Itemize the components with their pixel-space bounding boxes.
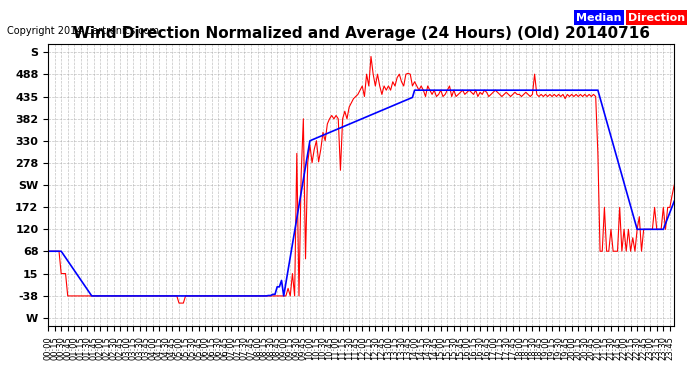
Direction [620,227,628,231]
Median [620,181,628,185]
Title: Wind Direction Normalized and Average (24 Hours) (Old) 20140716: Wind Direction Normalized and Average (2… [72,26,650,41]
Line: Direction: Direction [48,57,674,303]
Direction [574,94,582,99]
Median [600,111,609,116]
Direction [175,301,183,305]
Median [88,294,96,298]
Text: Direction: Direction [628,13,685,22]
Direction [362,72,371,76]
Median [411,88,419,92]
Line: Median: Median [48,90,674,296]
Median [670,199,678,204]
Median [574,88,582,92]
Direction [99,294,107,298]
Median [362,114,371,119]
Text: Median: Median [576,13,622,22]
Direction [585,92,593,97]
Text: Copyright 2014 Cartronics.com: Copyright 2014 Cartronics.com [7,26,159,36]
Direction [670,183,678,187]
Direction [367,54,375,59]
Median [585,88,593,92]
Direction [44,249,52,254]
Direction [600,205,609,210]
Median [101,294,109,298]
Median [44,249,52,254]
